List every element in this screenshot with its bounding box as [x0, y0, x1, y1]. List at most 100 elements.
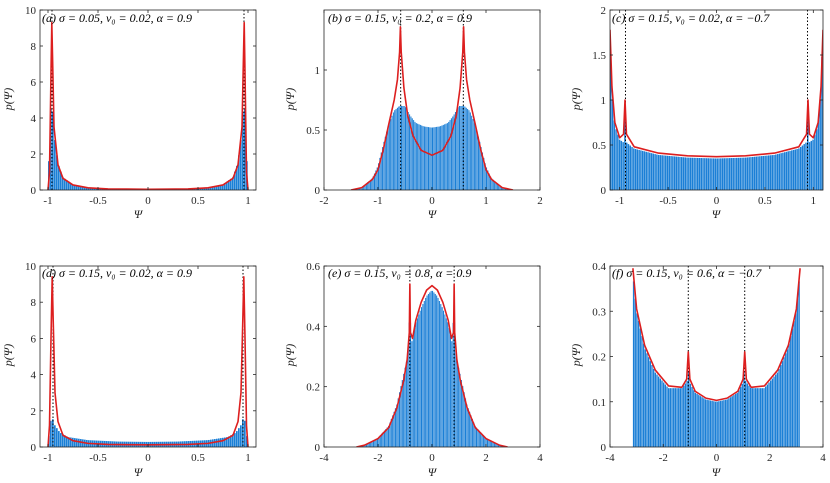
- histogram-bar: [771, 378, 774, 447]
- histogram-bar: [718, 158, 720, 190]
- histogram-bar: [764, 386, 767, 447]
- histogram-bar: [713, 401, 715, 447]
- histogram-bar: [440, 126, 442, 190]
- histogram-bar: [378, 163, 380, 190]
- histogram-bar: [58, 431, 60, 447]
- histogram-bar: [798, 281, 800, 447]
- histogram-bar: [706, 399, 708, 447]
- x-tick-label: 4: [820, 452, 826, 464]
- histogram-bar: [410, 116, 412, 190]
- histogram-bar: [639, 328, 641, 447]
- panel-f-xlabel: Ψ: [712, 465, 722, 479]
- histogram-bar: [734, 394, 737, 447]
- histogram-bar: [755, 156, 758, 190]
- histogram-bar: [433, 292, 435, 447]
- histogram-bar: [396, 404, 398, 447]
- histogram-bar: [368, 181, 370, 190]
- histogram-bar: [668, 155, 671, 190]
- histogram-bar: [752, 156, 754, 190]
- histogram-bar: [787, 151, 789, 190]
- histogram-bar: [208, 187, 210, 190]
- histogram-bar: [224, 183, 226, 190]
- panel-e-plot: [356, 266, 508, 447]
- histogram-bar: [387, 126, 389, 190]
- histogram-bar: [382, 147, 384, 190]
- histogram-bar: [383, 430, 385, 447]
- histogram-bar: [372, 440, 374, 447]
- x-tick-label: 0: [714, 195, 720, 207]
- histogram-bar: [381, 433, 383, 447]
- histogram-bar: [775, 154, 777, 190]
- histogram-bar: [701, 397, 703, 447]
- theory-curve: [47, 276, 249, 447]
- histogram-bar: [647, 357, 650, 447]
- histogram-bar: [453, 322, 456, 447]
- histogram-bar: [770, 380, 772, 447]
- histogram-bar: [791, 328, 794, 447]
- histogram-bar: [640, 150, 642, 190]
- histogram-bar: [464, 106, 466, 190]
- histogram-bar: [801, 145, 804, 190]
- histogram-bar: [792, 149, 795, 190]
- histogram-bar: [689, 157, 692, 190]
- histogram-bar: [400, 106, 402, 190]
- histogram-bar: [76, 438, 78, 447]
- histogram-bar: [739, 387, 742, 447]
- histogram-bar: [617, 134, 619, 190]
- histogram-bar: [409, 114, 411, 190]
- histogram-bar: [664, 384, 667, 447]
- histogram-bar: [642, 343, 645, 447]
- histogram-bar: [776, 154, 779, 190]
- histogram-bar: [460, 379, 462, 447]
- y-tick-label: 0.2: [592, 352, 606, 364]
- histogram-bar: [494, 181, 496, 190]
- histogram-bar: [700, 158, 702, 190]
- y-tick-label: 2: [31, 149, 37, 161]
- histogram-bar: [412, 334, 414, 447]
- histogram-bar: [214, 186, 216, 190]
- histogram-bar: [364, 184, 366, 190]
- histogram-bar: [786, 349, 789, 447]
- histogram-bar: [746, 383, 748, 447]
- histogram-bar: [214, 439, 216, 447]
- histogram-bar: [421, 307, 423, 447]
- histogram-bar: [702, 158, 704, 190]
- histogram-bar: [631, 146, 633, 190]
- histogram-bar: [753, 388, 755, 447]
- histogram-bar: [759, 388, 762, 447]
- histogram-bar: [244, 109, 246, 190]
- histogram-bar: [457, 107, 459, 190]
- panel-d-plot: [47, 266, 249, 447]
- x-tick-label: 0.5: [191, 195, 205, 207]
- histogram-bar: [220, 184, 222, 190]
- y-tick-label: 0.2: [306, 382, 320, 394]
- histogram-bar: [226, 181, 228, 190]
- x-tick-label: 2: [767, 452, 773, 464]
- histogram-bar: [388, 425, 390, 447]
- histogram-bar: [438, 300, 440, 447]
- histogram-bar: [789, 150, 791, 190]
- histogram-bar: [500, 187, 502, 190]
- y-tick-label: 10: [25, 5, 37, 17]
- histogram-bar: [615, 129, 617, 190]
- histogram-bar: [654, 154, 656, 190]
- histogram-bar: [228, 180, 230, 190]
- histogram-bar: [650, 153, 653, 190]
- histogram-bar: [785, 151, 788, 190]
- histogram-bar: [759, 156, 761, 190]
- histogram-bar: [477, 429, 479, 447]
- histogram-bar: [504, 188, 506, 190]
- histogram-bar: [657, 154, 660, 190]
- histogram-bar: [236, 165, 238, 190]
- histogram-bar: [796, 148, 798, 190]
- histogram-bar: [645, 151, 647, 190]
- histogram-bar: [444, 314, 446, 447]
- histogram-bar: [681, 157, 683, 190]
- histogram-bar: [432, 127, 434, 190]
- histogram-bar: [736, 392, 738, 447]
- histogram-bar: [478, 430, 480, 447]
- histogram-bar: [721, 158, 724, 190]
- histogram-bar: [440, 304, 442, 447]
